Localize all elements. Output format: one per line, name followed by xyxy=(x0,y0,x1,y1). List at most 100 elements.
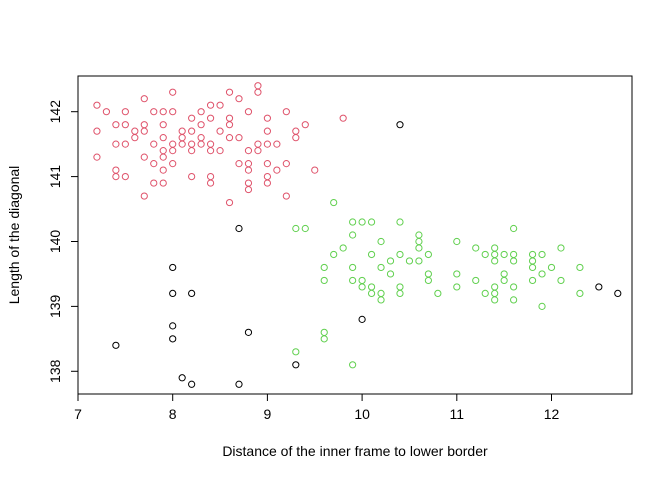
data-point-series-1 xyxy=(282,160,290,168)
data-point-series-1 xyxy=(169,147,177,155)
data-point-series-2 xyxy=(396,289,404,298)
data-point-series-1 xyxy=(225,198,234,207)
data-point-series-2 xyxy=(349,231,357,239)
data-point-series-1 xyxy=(282,108,290,116)
data-point-series-1 xyxy=(121,121,129,129)
data-point-series-1 xyxy=(282,192,290,200)
data-point-series-2 xyxy=(491,296,499,304)
data-point-series-2 xyxy=(538,270,546,278)
data-point-series-2 xyxy=(491,250,499,259)
data-point-series-1 xyxy=(311,166,319,174)
data-point-series-1 xyxy=(206,101,215,109)
data-point-series-1 xyxy=(178,127,186,135)
y-tick-label: 140 xyxy=(47,230,63,254)
data-point-series-2 xyxy=(424,270,432,278)
data-point-series-1 xyxy=(254,88,262,96)
data-point-series-2 xyxy=(292,224,300,233)
data-point-series-1 xyxy=(140,192,148,200)
data-point-series-3 xyxy=(169,322,177,330)
y-axis: 138 139 140 141 142 xyxy=(47,100,79,383)
data-point-series-2 xyxy=(330,198,338,207)
data-point-series-2 xyxy=(434,289,442,298)
data-point-series-2 xyxy=(491,257,499,265)
data-point-series-1 xyxy=(112,172,120,181)
data-point-series-2 xyxy=(320,335,328,343)
data-point-series-1 xyxy=(178,140,186,148)
data-point-series-1 xyxy=(169,108,177,116)
data-point-series-1 xyxy=(93,127,101,135)
data-point-series-1 xyxy=(140,153,148,161)
data-point-series-1 xyxy=(225,114,234,122)
data-point-series-1 xyxy=(244,160,253,168)
data-point-series-1 xyxy=(159,147,167,155)
data-point-series-1 xyxy=(197,140,205,148)
data-point-series-1 xyxy=(244,179,253,187)
y-tick-label: 139 xyxy=(47,294,63,318)
data-point-series-3 xyxy=(358,315,366,323)
data-point-series-1 xyxy=(301,121,309,129)
y-tick-label: 141 xyxy=(47,165,63,189)
data-point-series-2 xyxy=(415,244,423,252)
data-point-series-1 xyxy=(244,108,253,116)
data-point-series-2 xyxy=(320,263,328,272)
data-point-series-2 xyxy=(538,302,546,310)
data-point-series-1 xyxy=(263,127,271,135)
data-point-series-1 xyxy=(112,121,120,129)
data-point-series-1 xyxy=(263,160,271,168)
data-point-series-2 xyxy=(510,224,518,233)
data-point-series-2 xyxy=(528,276,537,285)
data-point-series-1 xyxy=(159,108,167,116)
data-point-series-2 xyxy=(472,276,480,285)
data-point-series-2 xyxy=(415,231,423,239)
data-point-series-1 xyxy=(150,160,158,168)
data-point-series-2 xyxy=(424,250,432,259)
data-point-series-1 xyxy=(206,147,215,155)
data-point-series-3 xyxy=(235,380,243,388)
data-point-series-1 xyxy=(159,121,167,129)
data-point-series-2 xyxy=(481,289,489,298)
data-point-series-1 xyxy=(225,121,234,129)
data-point-series-1 xyxy=(169,140,177,148)
data-point-series-2 xyxy=(367,250,376,259)
x-tick-label: 12 xyxy=(544,406,560,422)
data-point-series-2 xyxy=(510,283,518,291)
data-point-series-2 xyxy=(510,250,518,259)
data-point-series-2 xyxy=(415,237,423,246)
x-tick-label: 7 xyxy=(74,406,82,422)
data-point-series-1 xyxy=(150,108,158,116)
data-point-series-1 xyxy=(150,179,158,187)
data-point-series-2 xyxy=(500,276,508,285)
data-point-series-1 xyxy=(188,172,196,181)
data-point-series-1 xyxy=(188,127,196,135)
data-point-series-2 xyxy=(538,250,546,259)
data-point-series-2 xyxy=(396,218,404,226)
y-axis-title: Length of the diagonal xyxy=(6,166,22,305)
data-point-series-1 xyxy=(263,140,271,148)
data-point-series-2 xyxy=(491,283,499,291)
data-point-series-2 xyxy=(301,224,309,233)
data-point-series-1 xyxy=(159,166,167,174)
x-axis-title: Distance of the inner frame to lower bor… xyxy=(222,443,488,459)
data-point-series-1 xyxy=(140,121,148,129)
points-layer xyxy=(93,82,622,388)
data-point-series-1 xyxy=(159,134,167,142)
data-point-series-1 xyxy=(159,179,167,187)
data-point-series-1 xyxy=(244,166,253,174)
data-point-series-1 xyxy=(292,127,300,135)
data-point-series-2 xyxy=(377,289,385,298)
x-tick-label: 8 xyxy=(169,406,177,422)
data-point-series-1 xyxy=(188,140,196,148)
data-point-series-3 xyxy=(235,224,243,233)
data-point-series-3 xyxy=(396,121,404,129)
data-point-series-1 xyxy=(188,147,196,155)
data-point-series-1 xyxy=(273,140,281,148)
data-point-series-1 xyxy=(235,134,243,142)
data-point-series-2 xyxy=(528,263,537,272)
x-tick-label: 11 xyxy=(450,406,465,422)
data-point-series-2 xyxy=(528,250,537,259)
data-point-series-2 xyxy=(358,283,366,291)
x-axis: 7 8 9 10 11 12 xyxy=(74,393,560,422)
data-point-series-2 xyxy=(510,257,518,265)
data-point-series-3 xyxy=(292,361,300,369)
